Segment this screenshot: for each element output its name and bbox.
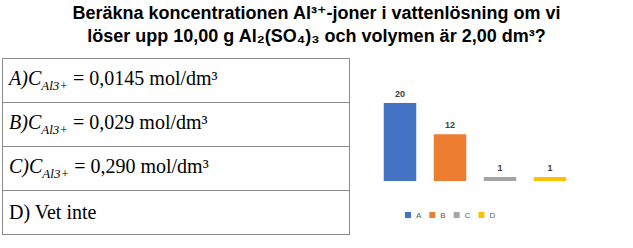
html-text:C)CAl3+= 0,290 mol/dm³: C)CAl3+= 0,290 mol/dm³	[9, 155, 209, 181]
svg-text:20: 20	[395, 89, 405, 99]
html-text:D) Vet inte: D) Vet inte	[9, 201, 97, 223]
svg-text:1: 1	[547, 163, 552, 173]
svg-text:B: B	[440, 211, 445, 220]
html-text:B)CAl3+= 0,029 mol/dm³: B)CAl3+= 0,029 mol/dm³	[9, 111, 208, 137]
svg-text:A: A	[416, 211, 422, 220]
svg-text:C: C	[465, 211, 471, 220]
svg-text:D: D	[489, 211, 495, 220]
svg-text:1: 1	[497, 163, 502, 173]
html-text:Beräkna koncentrationen Al³⁺-j: Beräkna koncentrationen Al³⁺-joner i vat…	[72, 3, 561, 23]
html-text:A)CAl3+= 0,0145 mol/dm³: A)CAl3+= 0,0145 mol/dm³	[9, 67, 218, 93]
html-text:löser upp 10,00 g Al₂(SO₄)₃ oc: löser upp 10,00 g Al₂(SO₄)₃ och volymen …	[87, 26, 546, 46]
svg-text:12: 12	[445, 120, 455, 130]
